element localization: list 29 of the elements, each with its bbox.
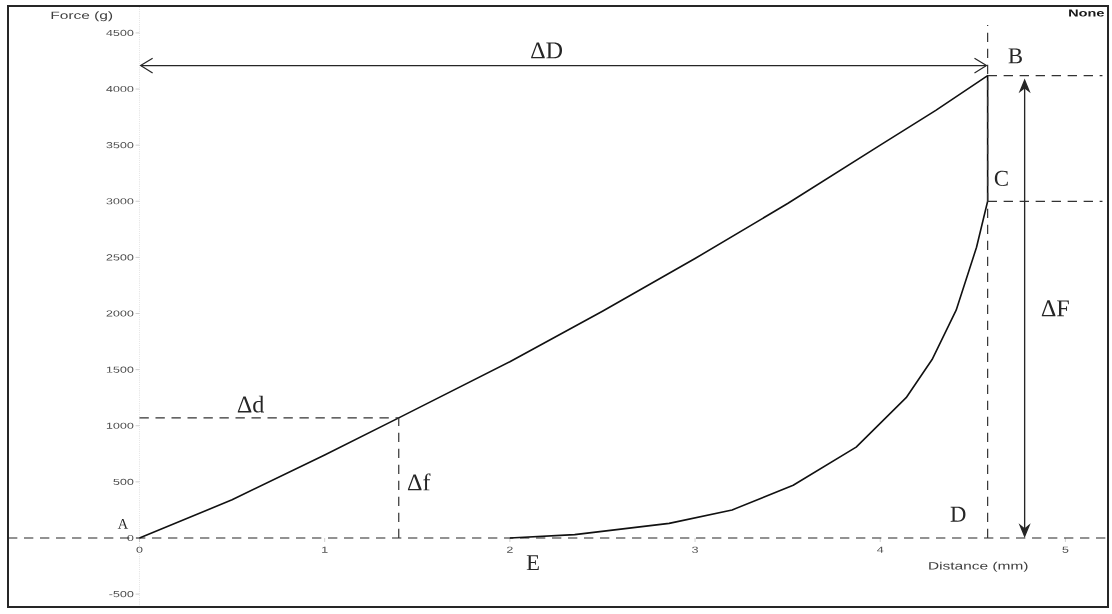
y-tick-label: 1500 bbox=[106, 366, 134, 373]
y-tick-label: 2000 bbox=[106, 310, 134, 317]
annotation: Δf bbox=[407, 473, 431, 491]
annotation: E bbox=[526, 555, 539, 571]
x-tick-label: 3 bbox=[692, 546, 698, 553]
annotation: C bbox=[994, 170, 1008, 187]
annotation: B bbox=[1008, 48, 1022, 64]
annotation: ΔD bbox=[531, 42, 563, 59]
y-tick-label: 0 bbox=[127, 534, 134, 542]
y-tick-label: 3000 bbox=[106, 198, 134, 205]
y-tick-label: 4000 bbox=[106, 85, 134, 93]
y-tick-label: 1000 bbox=[106, 422, 134, 429]
x-tick-label: 4 bbox=[877, 546, 884, 553]
y-tick-label: -500 bbox=[109, 591, 134, 598]
y-tick-label: 2500 bbox=[106, 254, 134, 261]
x-tick-label: 0 bbox=[136, 546, 143, 553]
x-axis-title: Distance (mm) bbox=[929, 561, 1028, 572]
x-tick-label: 1 bbox=[322, 546, 328, 553]
annotation: Δd bbox=[237, 395, 265, 413]
x-tick-label: 2 bbox=[506, 546, 513, 553]
x-tick-label: 5 bbox=[1062, 546, 1069, 553]
annotation: ΔF bbox=[1041, 300, 1069, 317]
y-axis-title: Force (g) bbox=[51, 11, 113, 22]
y-tick-label: 500 bbox=[113, 478, 134, 485]
annotation: None bbox=[1069, 9, 1104, 17]
y-tick-label: 4500 bbox=[106, 29, 134, 36]
y-tick-label: 3500 bbox=[106, 142, 134, 149]
annotation: D bbox=[950, 506, 966, 522]
annotation: A bbox=[117, 519, 129, 529]
